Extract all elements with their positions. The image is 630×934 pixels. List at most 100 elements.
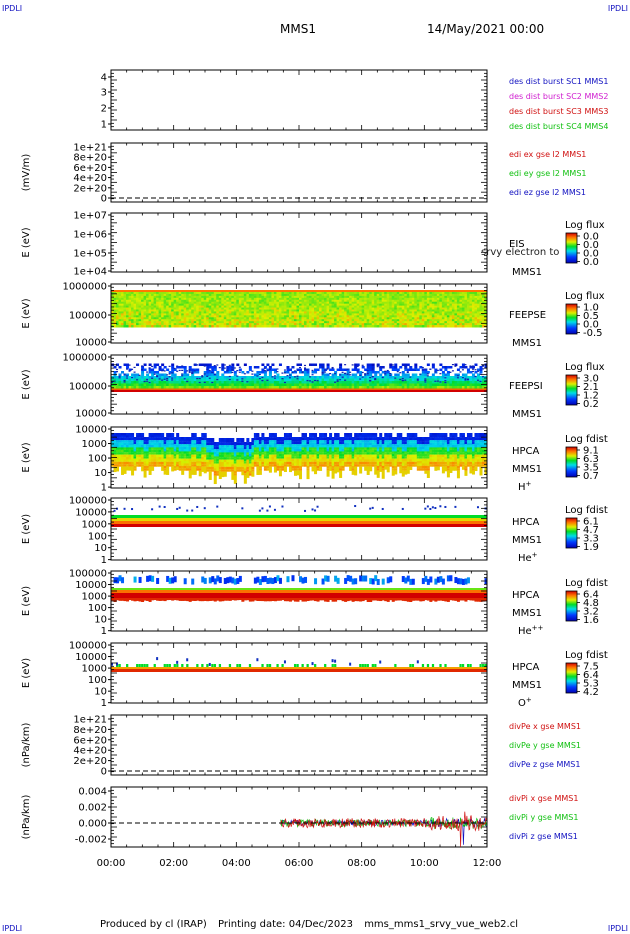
heatmap-cell — [223, 383, 227, 386]
heatmap-cell — [331, 378, 335, 381]
heatmap-cell — [466, 376, 470, 379]
heatmap-cell — [263, 293, 267, 297]
heatmap-cell — [384, 317, 388, 320]
heatmap-cell — [241, 290, 245, 292]
heatmap-cell — [223, 376, 227, 379]
heatmap-cell — [118, 305, 122, 309]
heatmap-cell — [143, 376, 147, 379]
heatmap-cell — [374, 313, 378, 316]
heatmap-cell — [381, 293, 385, 297]
heatmap-cell — [216, 311, 220, 314]
heatmap-cell — [401, 299, 405, 303]
heatmap-cell — [146, 307, 150, 310]
heatmap-cell — [283, 292, 287, 295]
heatmap-cell — [168, 319, 172, 322]
heatmap-cell — [136, 292, 140, 295]
heatmap-cell — [133, 299, 137, 303]
heatmap-cell — [406, 311, 410, 314]
heatmap-cell — [176, 319, 180, 322]
heatmap-cell — [321, 390, 325, 392]
heatmap-cell — [386, 290, 390, 292]
heatmap-cell — [304, 311, 308, 314]
heatmap-cell — [374, 311, 378, 314]
heatmap-cell — [293, 295, 297, 299]
heatmap-cell — [326, 311, 330, 314]
heatmap-cell — [366, 307, 370, 310]
heatmap-cell — [419, 323, 423, 326]
heatmap-cell — [386, 293, 390, 297]
heatmap-cell — [126, 297, 130, 301]
heatmap-cell — [459, 371, 462, 373]
heatmap-cell — [141, 317, 145, 320]
heatmap-cell — [236, 375, 239, 377]
heatmap-cell — [156, 363, 160, 366]
heatmap-cell — [366, 313, 370, 316]
heatmap-cell — [201, 295, 205, 299]
heatmap-cell — [444, 383, 448, 386]
heatmap-cell — [464, 309, 468, 312]
heatmap-cell — [126, 315, 130, 318]
corner-label-bottom-right: IPDLI — [607, 924, 628, 933]
heatmap-cell — [268, 299, 272, 303]
heatmap-cell — [309, 292, 313, 295]
heatmap-cell — [334, 299, 338, 303]
heatmap-cell — [123, 305, 127, 309]
heatmap-cell — [183, 388, 187, 390]
heatmap-cell — [153, 390, 157, 392]
heatmap-cell — [446, 390, 450, 392]
heatmap-cell — [148, 386, 152, 389]
heatmap-cell — [319, 299, 323, 303]
heatmap-cell — [351, 299, 355, 303]
heatmap-cell — [273, 293, 277, 297]
heatmap-cell — [354, 319, 358, 322]
heatmap-cell — [261, 390, 265, 392]
heatmap-cell — [444, 373, 448, 376]
heatmap-cell — [288, 317, 292, 320]
heatmap-cell — [329, 299, 333, 303]
heatmap-cell — [449, 292, 453, 295]
heatmap-cell — [261, 319, 265, 322]
heatmap-cell — [396, 295, 400, 299]
heatmap-cell — [324, 299, 328, 303]
heatmap-cell — [356, 319, 360, 322]
heatmap-cell — [311, 315, 315, 318]
heatmap-cell — [479, 307, 483, 310]
heatmap-cell — [178, 376, 182, 379]
heatmap-cell — [449, 317, 453, 320]
heatmap-cell — [253, 293, 257, 297]
heatmap-cell — [301, 301, 305, 305]
heatmap-cell — [288, 378, 292, 381]
heatmap-cell — [111, 376, 115, 379]
heatmap-cell — [369, 297, 373, 301]
heatmap-cell — [481, 309, 485, 312]
heatmap-cell — [218, 290, 222, 292]
heatmap-cell — [301, 381, 305, 384]
heatmap-cell — [339, 309, 343, 312]
heatmap-cell — [281, 299, 285, 303]
heatmap-cell — [213, 299, 217, 303]
heatmap-cell — [394, 378, 398, 381]
heatmap-cell — [461, 292, 465, 295]
heatmap-cell — [181, 307, 185, 310]
legend-entry: des dist burst SC4 MMS4 — [509, 122, 608, 131]
heatmap-cell — [461, 315, 465, 318]
heatmap-cell — [474, 369, 477, 371]
heatmap-cell — [466, 388, 470, 390]
heatmap-cell — [476, 383, 480, 386]
heatmap-cell — [238, 305, 242, 309]
heatmap-cell — [426, 371, 430, 374]
heatmap-cell — [321, 311, 325, 314]
heatmap-cell — [203, 325, 207, 328]
heatmap-cell — [283, 309, 287, 312]
heatmap-cell — [339, 366, 342, 369]
heatmap-cell — [186, 380, 189, 383]
heatmap-cell — [138, 381, 142, 384]
heatmap-cell — [153, 363, 157, 366]
heatmap-cell — [429, 390, 433, 392]
heatmap-cell — [146, 325, 150, 328]
heatmap-cell — [344, 297, 348, 301]
heatmap-cell — [349, 319, 353, 322]
heatmap-cell — [161, 368, 165, 371]
heatmap-cell — [141, 307, 145, 310]
heatmap-cell — [178, 378, 182, 381]
